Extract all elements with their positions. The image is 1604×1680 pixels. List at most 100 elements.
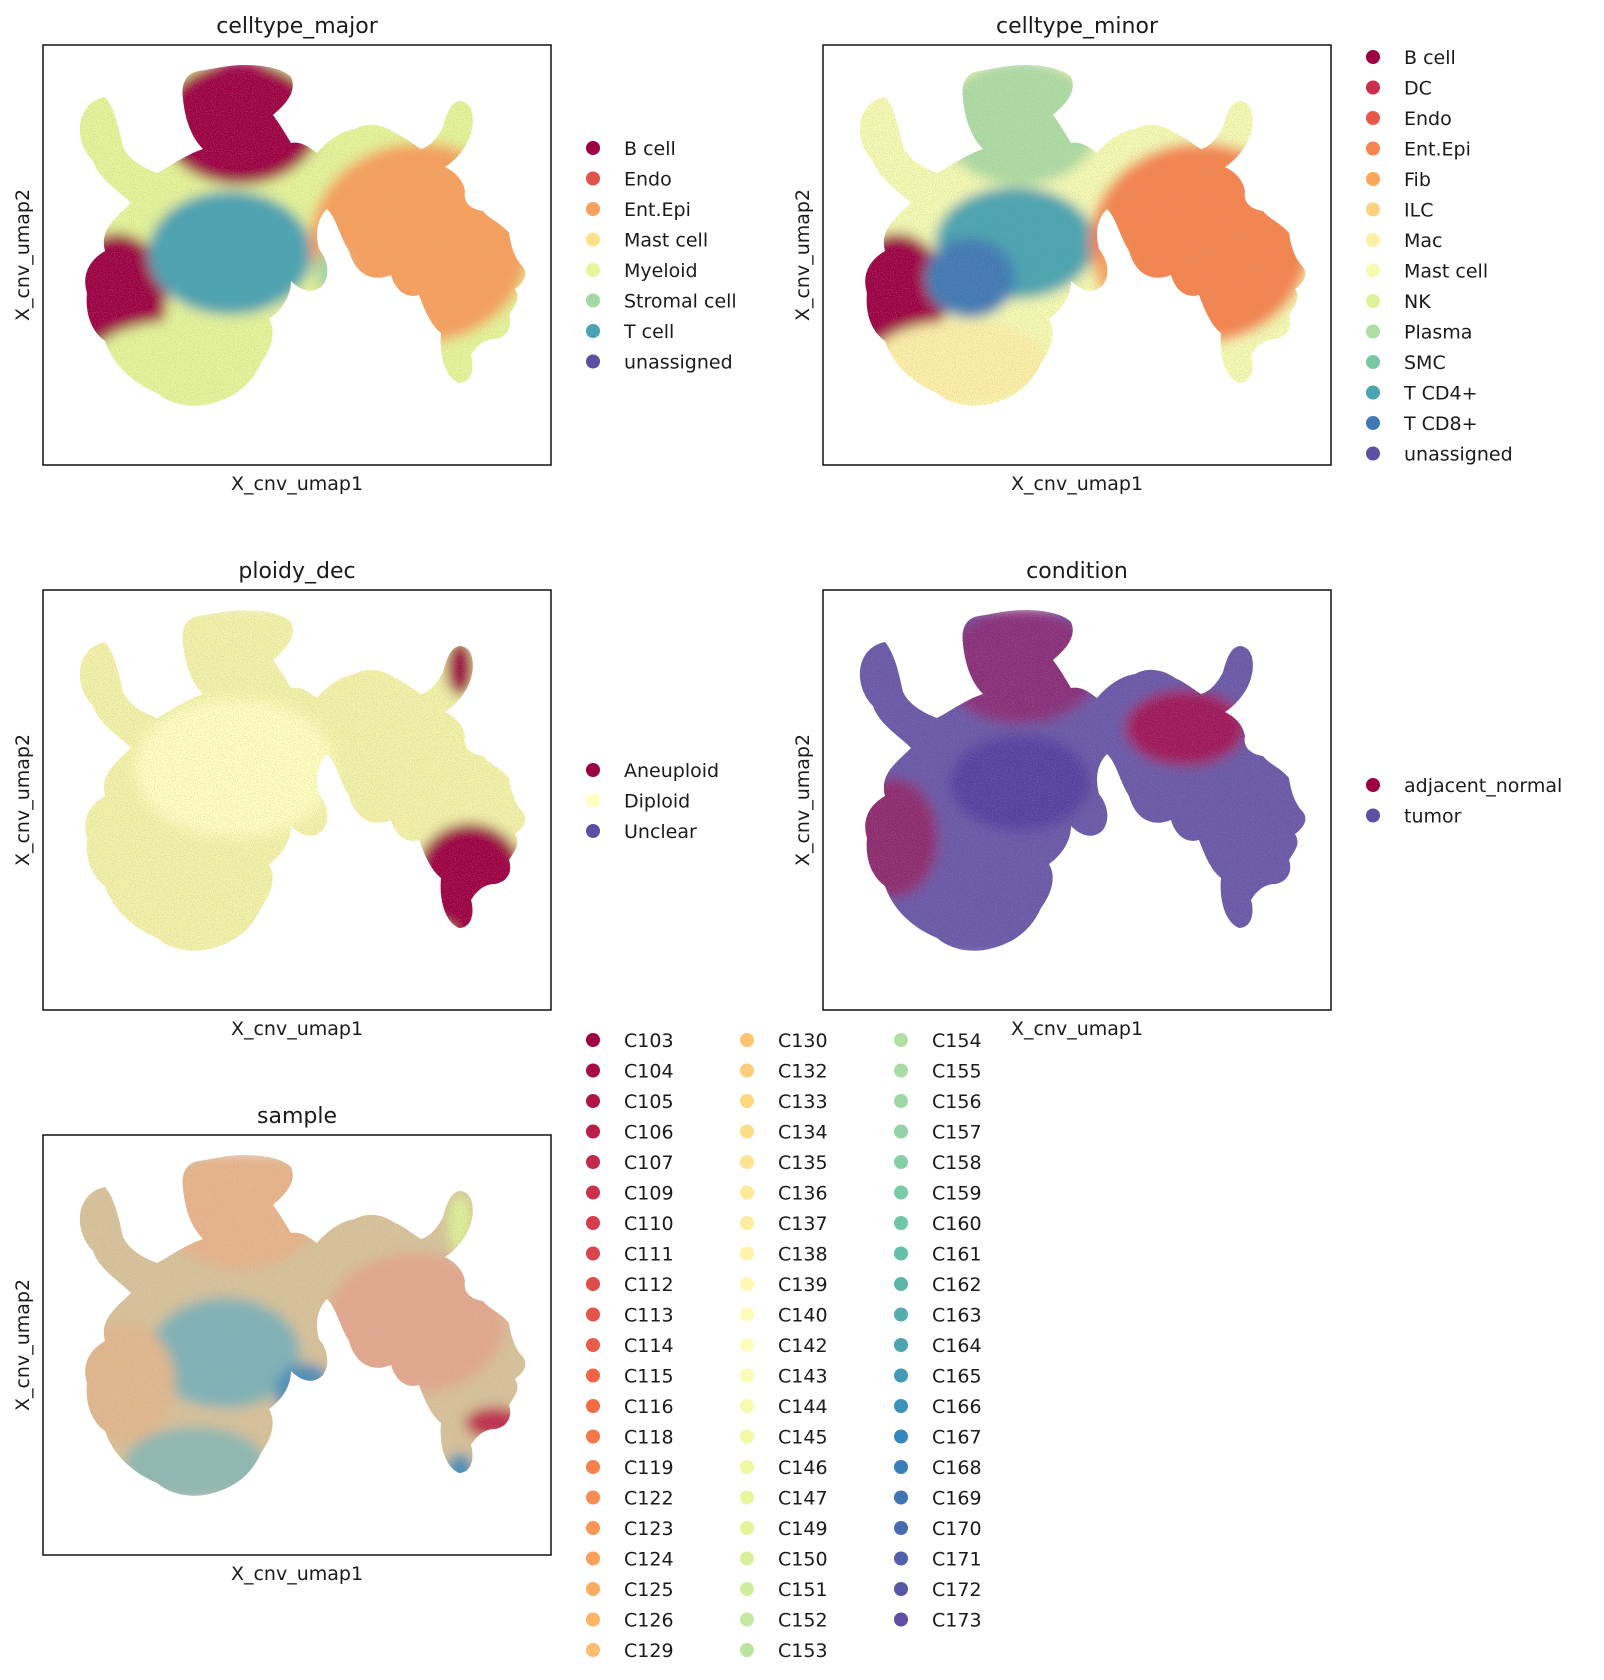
legend-label: Ent.Epi — [1404, 139, 1471, 161]
legend-label: Mast cell — [1404, 261, 1488, 283]
legend-label: Plasma — [1404, 322, 1472, 344]
legend-marker — [1366, 778, 1380, 792]
region-endo — [1072, 301, 1128, 325]
legend-label: C103 — [624, 1030, 674, 1052]
legend-entry: C114 — [586, 1335, 674, 1357]
legend-marker — [1366, 385, 1380, 400]
legend-marker — [586, 1185, 600, 1200]
legend-marker — [1366, 294, 1380, 308]
legend-marker — [1366, 141, 1380, 156]
legend-label: C106 — [624, 1122, 674, 1144]
legend-marker — [740, 1643, 754, 1657]
legend-entry: C103 — [586, 1030, 674, 1052]
umap-cloud — [859, 610, 1306, 951]
legend-entry: Mast cell — [1366, 261, 1488, 283]
legend-label: Fib — [1404, 169, 1431, 191]
legend-label: C137 — [778, 1213, 828, 1235]
legend-marker — [1366, 233, 1380, 247]
legend-marker — [586, 171, 600, 186]
legend-label: SMC — [1404, 352, 1446, 374]
legend-label: C163 — [932, 1305, 982, 1327]
legend-label: C104 — [624, 1061, 674, 1083]
legend-marker — [586, 1307, 600, 1322]
umap-cloud — [859, 65, 1306, 406]
legend-label: unassigned — [1404, 444, 1513, 466]
legend-label: C150 — [778, 1549, 828, 1571]
legend-entry: C147 — [740, 1488, 828, 1510]
legend-marker — [586, 324, 600, 338]
legend-label: unassigned — [624, 352, 733, 374]
legend-label: C157 — [932, 1122, 982, 1144]
legend-label: C169 — [932, 1488, 982, 1510]
legend-marker — [1366, 111, 1380, 125]
legend-label: C155 — [932, 1061, 982, 1083]
legend-marker — [740, 1612, 754, 1627]
legend-marker — [586, 202, 600, 216]
legend-label: C114 — [624, 1335, 674, 1357]
legend-label: ILC — [1404, 200, 1433, 222]
plot-frame — [822, 44, 1332, 466]
legend-entry: C155 — [894, 1061, 982, 1083]
x-axis-label: X_cnv_umap1 — [1011, 473, 1143, 495]
legend-marker — [894, 1063, 908, 1078]
legend-label: T cell — [623, 321, 674, 343]
legend-label: C130 — [778, 1030, 828, 1052]
legend-marker — [894, 1582, 908, 1596]
legend-entry: C110 — [586, 1213, 674, 1235]
legend-marker — [894, 1399, 908, 1413]
region-endo — [292, 301, 348, 325]
legend-label: C160 — [932, 1213, 982, 1235]
legend-label: C107 — [624, 1152, 674, 1174]
legend-marker — [1366, 416, 1380, 430]
legend-label: C122 — [624, 1488, 674, 1510]
legend-entry: C168 — [894, 1457, 982, 1479]
legend-label: Diploid — [624, 791, 690, 813]
legend-label: C136 — [778, 1183, 828, 1205]
umap-cloud — [79, 1155, 526, 1496]
legend-label: C105 — [624, 1091, 674, 1113]
legend-marker — [894, 1155, 908, 1169]
legend-entry: ILC — [1366, 200, 1433, 222]
legend-entry: DC — [1366, 78, 1432, 100]
legend-entry: C159 — [894, 1183, 982, 1205]
legend-label: C139 — [778, 1274, 828, 1296]
legend-entry: C169 — [894, 1488, 982, 1510]
legend-entry: C118 — [586, 1427, 674, 1449]
panel-title: ploidy_dec — [238, 559, 355, 584]
legend-marker — [586, 1612, 600, 1627]
legend-entry: T CD4+ — [1366, 383, 1478, 405]
legend-entry: T CD8+ — [1366, 413, 1478, 435]
legend-entry: C112 — [586, 1274, 674, 1296]
legend-marker — [740, 1521, 754, 1535]
legend-label: Mast cell — [624, 230, 708, 252]
legend-label: Aneuploid — [624, 760, 719, 782]
legend-entry: Ent.Epi — [1366, 139, 1471, 161]
legend-marker — [894, 1033, 908, 1047]
legend-entry: C162 — [894, 1274, 982, 1296]
plot-frame — [822, 589, 1332, 1011]
y-axis-label: X_cnv_umap2 — [792, 189, 814, 321]
legend-marker — [740, 1582, 754, 1596]
legend-marker — [894, 1551, 908, 1566]
legend-label: C171 — [932, 1549, 982, 1571]
legend-label: C142 — [778, 1335, 828, 1357]
legend-label: C123 — [624, 1518, 674, 1540]
legend-label: C165 — [932, 1366, 982, 1388]
legend-label: Stromal cell — [624, 291, 737, 313]
legend-marker — [894, 1490, 908, 1505]
celltype-major-panel: celltype_major X_cnv_umap1 X_cnv_umap2 B… — [12, 14, 737, 495]
legend-marker — [894, 1429, 908, 1444]
legend-marker — [894, 1216, 908, 1230]
legend-marker — [740, 1368, 754, 1383]
legend-entry: C167 — [894, 1427, 982, 1449]
legend-entry: Plasma — [1366, 322, 1472, 344]
legend-label: Endo — [624, 169, 672, 191]
legend-entry: C143 — [740, 1366, 828, 1388]
legend-marker — [740, 1460, 754, 1474]
panel-title: sample — [257, 1104, 337, 1129]
legend-entry: C111 — [586, 1244, 674, 1266]
legend-label: C126 — [624, 1610, 674, 1632]
legend-entry: C119 — [586, 1457, 674, 1479]
legend-label: C135 — [778, 1152, 828, 1174]
legend-marker — [740, 1429, 754, 1444]
